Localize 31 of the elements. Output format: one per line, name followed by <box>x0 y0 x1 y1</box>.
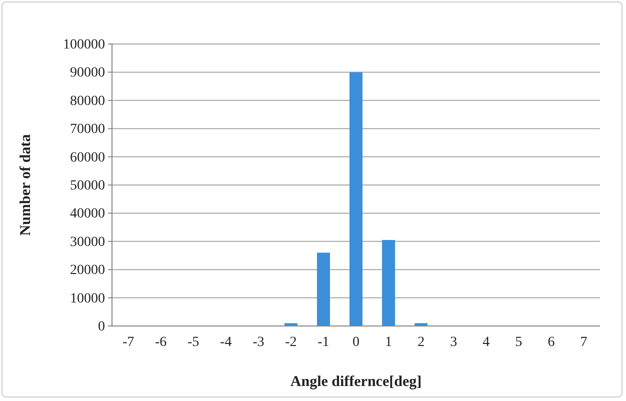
x-tick-label: -1 <box>318 334 330 350</box>
x-tick-label: -2 <box>285 334 297 350</box>
y-tick-label: 0 <box>98 319 105 334</box>
y-tick-label: 90000 <box>70 66 105 81</box>
y-tick-label: 50000 <box>70 178 105 194</box>
x-tick-label: -5 <box>187 334 200 350</box>
bar <box>349 72 363 326</box>
y-tick-label: 40000 <box>70 206 105 222</box>
y-tick-label: 70000 <box>70 122 105 138</box>
y-tick-label: 10000 <box>70 291 105 306</box>
x-tick-label: -6 <box>154 334 167 350</box>
x-tick-label: 3 <box>450 334 458 350</box>
x-tick-label: 5 <box>515 334 522 350</box>
x-tick-label: -7 <box>122 334 134 350</box>
x-tick-label: 2 <box>418 334 425 350</box>
y-tick-label: 60000 <box>70 150 105 166</box>
x-tick-label: -4 <box>220 334 232 350</box>
x-tick-label: 4 <box>482 334 490 350</box>
x-tick-label: 0 <box>352 334 360 350</box>
x-tick-label: 7 <box>580 334 588 350</box>
x-axis-title: Angle differnce[deg] <box>290 374 422 390</box>
x-tick-label: 6 <box>548 334 555 350</box>
x-tick-label: -3 <box>252 334 264 350</box>
y-tick-label: 20000 <box>70 263 105 278</box>
bar <box>316 252 330 326</box>
y-tick-label: 80000 <box>70 94 105 109</box>
y-tick-label: 30000 <box>70 234 105 250</box>
y-axis-title: Number of data <box>18 134 34 236</box>
x-tick-label: 1 <box>385 334 392 350</box>
bar <box>382 240 396 326</box>
y-tick-label: 100000 <box>63 37 105 52</box>
